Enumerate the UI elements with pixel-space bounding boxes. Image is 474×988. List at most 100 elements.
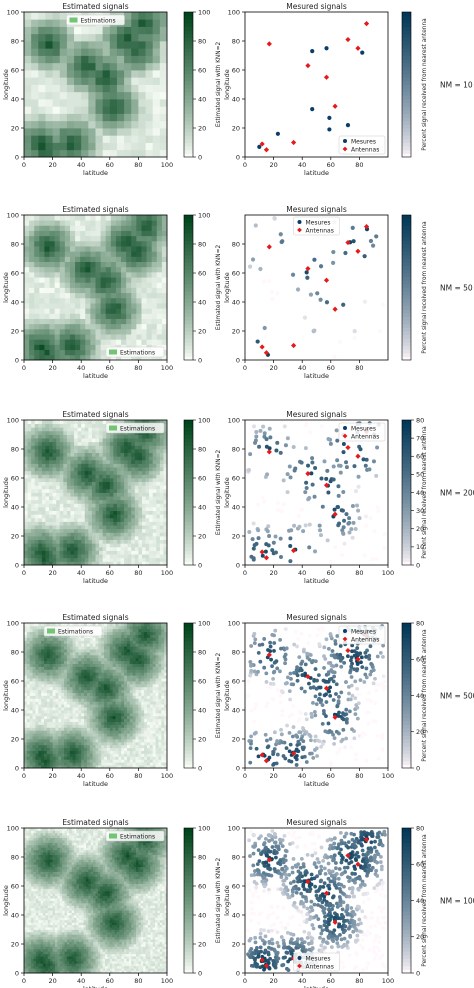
heatmap-cell [44,660,48,664]
heatmap-cell [81,550,86,555]
heatmap-cell [44,256,50,263]
heatmap-cell [29,220,35,226]
heatmap-cell [159,106,168,114]
heatmap-cell [75,744,79,749]
heatmap-cell [136,313,142,319]
heatmap-cell [138,521,143,526]
heatmap-cell [159,445,164,450]
heatmap-cell [102,48,111,56]
heatmap-cell [38,724,42,728]
heatmap-cell [31,546,36,551]
heatmap-cell [44,753,48,757]
heatmap-cell [77,456,82,461]
heatmap-cell [27,467,32,472]
heatmap-cell [98,686,102,691]
heatmap-cell [69,261,76,268]
heatmap-cell [134,467,139,472]
heatmap-cell [136,297,142,304]
heatmap-cell [27,554,32,559]
heatmap-cell [136,292,142,299]
heatmap-cell [70,427,75,432]
heatmap-cell [39,277,45,283]
heatmap-cell [102,441,107,446]
heatmap-cell [121,271,127,278]
heatmap-cell [34,510,39,515]
heatmap-cell [161,292,168,299]
measure-point [328,479,333,484]
heatmap-cell [55,739,59,743]
heatmap-cell [163,528,168,533]
heatmap-cell [120,536,125,541]
heatmap-cell [26,623,31,627]
heatmap-cell [99,485,104,490]
heatmap-cell [66,710,71,714]
heatmap-cell [49,666,53,670]
heatmap-cell [46,718,51,722]
heatmap-cell [58,736,62,740]
heatmap-cell [66,481,71,486]
heatmap-cell [98,623,102,627]
heatmap-cell [27,427,32,432]
heatmap-cell [59,84,68,93]
colorbar-step [184,244,193,249]
heatmap-cell [29,240,35,247]
heatmap-cell [34,496,39,501]
plot-frame [244,214,389,361]
colorbar-tick-label: 20 [198,532,206,540]
heatmap-cell [113,434,118,439]
heatmap-cell [89,727,94,731]
heatmap-cell [52,427,57,432]
antenna-marker [323,277,330,283]
heatmap-cell [101,681,105,685]
colorbar-tick-label: 60 [198,269,206,277]
heatmap-cell [156,470,161,475]
heatmap-cell [29,718,33,722]
colorbar-step [184,80,193,85]
heatmap-cell [45,478,50,483]
heatmap-cell [81,640,85,644]
heatmap-cell [59,438,64,443]
heatmap-cell [66,536,71,541]
heatmap-cell [116,488,121,493]
heatmap-cell [81,730,85,734]
heatmap-cell [88,561,93,566]
heatmap-cell [81,481,86,486]
heatmap-cell [24,666,28,670]
antenna-marker [332,511,338,517]
heatmap-cell [29,710,33,714]
heatmap-cell [156,503,161,508]
heatmap-cell [59,339,66,345]
heatmap-cell [59,485,64,490]
heatmap-cell [49,554,53,559]
heatmap-cell [24,77,32,85]
heatmap-cell [63,481,68,486]
heatmap-cell [78,698,82,702]
heatmap-cell [31,91,39,100]
heatmap-cell [141,474,146,479]
heatmap-cell [52,106,61,114]
heatmap-cell [100,297,107,304]
heatmap-cell [74,485,79,490]
heatmap-cell [113,561,118,566]
heatmap-cell [66,660,71,664]
heatmap-cell [84,543,89,548]
heatmap-cell [45,149,53,158]
heatmap-cell [64,349,71,356]
measure-point [350,503,355,508]
heatmap-cell [89,652,94,656]
heatmap-cell [109,55,118,64]
heatmap-cell [72,681,76,685]
heatmap-cell [152,70,161,78]
heatmap-cell [31,478,36,483]
heatmap-cell [138,48,146,56]
heatmap-cell [115,240,122,247]
heatmap-cell [72,765,76,769]
heatmap-cell [120,521,125,526]
heatmap-cell [49,427,53,432]
antenna-marker [345,239,351,246]
heatmap-cell [41,765,45,769]
heatmap-cell [127,485,132,490]
heatmap-cell [75,710,79,714]
heatmap-cell [49,478,53,483]
heatmap-cell [31,481,36,486]
